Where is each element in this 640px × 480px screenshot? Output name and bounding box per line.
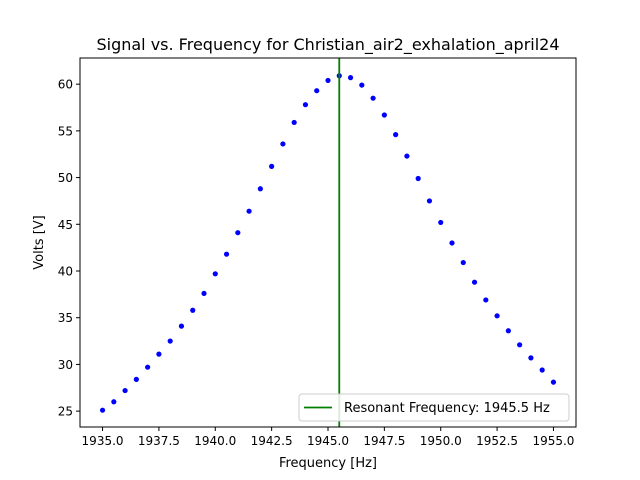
data-point (426, 198, 433, 204)
data-point (133, 376, 139, 382)
plot-background (80, 58, 576, 427)
data-points (99, 73, 557, 413)
data-point (381, 112, 387, 118)
data-point (517, 342, 523, 348)
data-point (359, 82, 365, 88)
x-axis-label: Frequency [Hz] (279, 456, 377, 471)
legend: Resonant Frequency: 1945.5 Hz (298, 393, 570, 422)
data-point (539, 367, 545, 373)
data-point (223, 251, 230, 257)
data-point (201, 290, 207, 297)
x-tick-label: 1937.5 (138, 434, 180, 448)
data-point (505, 328, 511, 334)
y-tick-label: 50 (58, 171, 73, 185)
data-point (550, 379, 557, 385)
data-point (415, 175, 421, 182)
data-point (325, 77, 331, 84)
x-tick-label: 1947.5 (363, 434, 405, 448)
x-tick-label: 1952.5 (476, 434, 518, 448)
data-point (122, 387, 128, 394)
data-point (156, 351, 162, 357)
plot-area (79, 57, 577, 428)
y-tick-label: 25 (58, 405, 73, 419)
data-point (269, 163, 275, 169)
y-tick-label: 40 (58, 264, 73, 278)
x-tick-label: 1945.0 (307, 434, 349, 448)
legend-label-resonant: Resonant Frequency: 1945.5 Hz (344, 401, 550, 416)
data-point (235, 230, 241, 236)
data-point (280, 141, 286, 147)
data-point (302, 102, 309, 108)
x-tick-label: 1942.5 (251, 434, 293, 448)
data-point (471, 279, 478, 285)
data-point (99, 407, 106, 413)
data-point (483, 297, 489, 303)
data-point (393, 132, 399, 138)
data-point (314, 88, 320, 94)
y-tick-label: 60 (58, 78, 73, 92)
data-point (370, 95, 376, 101)
y-tick-label: 30 (58, 358, 73, 372)
y-axis: 25 30 35 40 45 50 55 60 (58, 78, 80, 419)
x-tick-label: 1950.0 (420, 434, 462, 448)
data-point (494, 313, 500, 319)
y-tick-label: 55 (58, 124, 73, 138)
data-point (145, 364, 151, 370)
data-point (404, 153, 410, 159)
data-point (460, 259, 466, 266)
x-tick-label: 1935.0 (82, 434, 124, 448)
data-point (347, 75, 354, 81)
data-point (190, 307, 196, 313)
data-point (167, 338, 173, 344)
data-point (438, 219, 444, 226)
x-tick-label: 1955.0 (532, 434, 574, 448)
data-point (291, 119, 297, 126)
y-tick-label: 35 (58, 311, 73, 325)
y-axis-label: Volts [V] (32, 215, 47, 270)
x-tick-label: 1940.0 (194, 434, 236, 448)
data-point (212, 271, 218, 277)
legend-box (298, 393, 570, 422)
data-point (257, 186, 263, 192)
data-point (178, 323, 185, 329)
data-point (528, 355, 534, 361)
x-axis: 1935.0 1937.5 1940.0 1942.5 1945.0 1947.5 1950… (82, 427, 574, 448)
data-point (449, 240, 455, 246)
chart-title: Signal vs. Frequency for Christian_air2_… (96, 35, 559, 55)
data-point (246, 208, 252, 214)
data-point (111, 399, 117, 405)
y-tick-label: 45 (58, 218, 73, 232)
